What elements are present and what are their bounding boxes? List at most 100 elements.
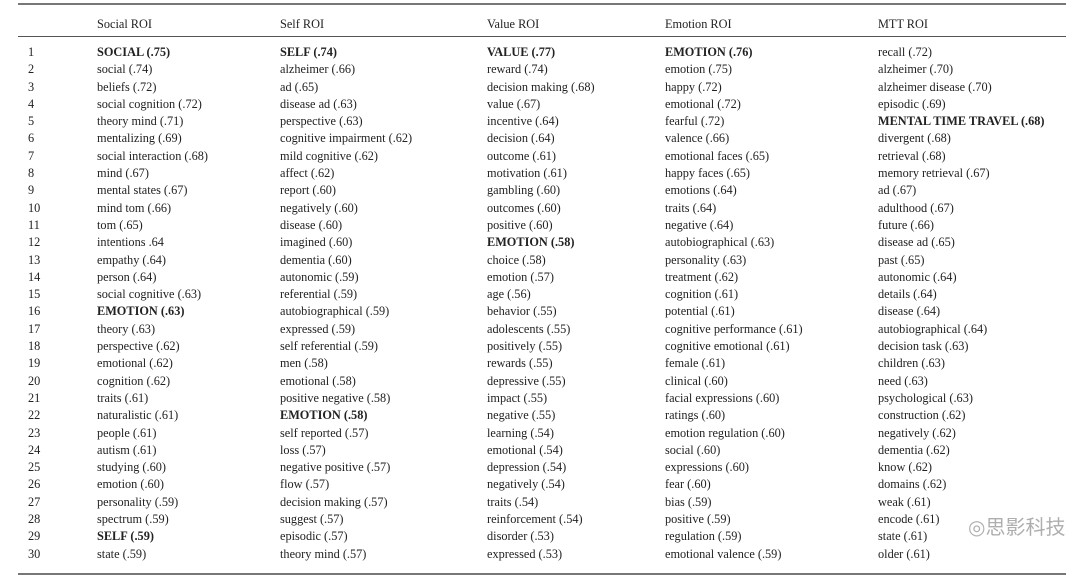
cell-rank: 17 (28, 321, 41, 336)
cell-mtt: encode (.61) (878, 512, 940, 527)
table-row: 24 autism (.61) loss (.57) emotional (.54) s… (0, 442, 1078, 459)
cell-self: autonomic (.59) (280, 269, 359, 284)
column-header-social: Social ROI (97, 16, 152, 31)
cell-emotion: EMOTION (.76) (665, 45, 753, 59)
table-row: 1 SOCIAL (.75) SELF (.74) VALUE (.77) EMOTIO… (0, 44, 1078, 61)
cell-rank: 13 (28, 252, 41, 267)
table-row: 19 emotional (.62) men (.58) rewards (.55) f… (0, 355, 1078, 372)
cell-self: dementia (.60) (280, 252, 352, 267)
cell-mtt: negatively (.62) (878, 425, 956, 440)
cell-rank: 4 (28, 96, 35, 111)
cell-rank: 14 (28, 269, 41, 284)
cell-mtt: construction (.62) (878, 408, 966, 423)
cell-value: motivation (.61) (487, 166, 567, 181)
cell-social: SOCIAL (.75) (97, 45, 171, 59)
cell-mtt: details (.64) (878, 287, 937, 302)
cell-mtt: know (.62) (878, 460, 932, 475)
header-rule (18, 36, 1066, 37)
cell-mtt: weak (.61) (878, 494, 931, 509)
column-header-mtt: MTT ROI (878, 16, 928, 31)
cell-self: EMOTION (.58) (280, 408, 368, 423)
cell-rank: 11 (28, 217, 40, 232)
cell-self: suggest (.57) (280, 512, 344, 527)
table-row: 9 mental states (.67) report (.60) gambling… (0, 182, 1078, 199)
cell-value: emotion (.57) (487, 269, 554, 284)
cell-value: outcome (.61) (487, 148, 556, 163)
cell-self: disease ad (.63) (280, 96, 357, 111)
table-row: 10 mind tom (.66) negatively (.60) outcomes… (0, 200, 1078, 217)
cell-rank: 23 (28, 425, 41, 440)
cell-emotion: traits (.64) (665, 200, 717, 215)
table-row: 20 cognition (.62) emotional (.58) depressi… (0, 373, 1078, 390)
cell-value: decision making (.68) (487, 79, 595, 94)
cell-social: personality (.59) (97, 494, 179, 509)
cell-value: reinforcement (.54) (487, 512, 583, 527)
cell-social: tom (.65) (97, 217, 143, 232)
cell-self: perspective (.63) (280, 114, 363, 129)
cell-rank: 16 (28, 304, 41, 319)
cell-emotion: fearful (.72) (665, 114, 725, 129)
cell-social: people (.61) (97, 425, 157, 440)
cell-value: VALUE (.77) (487, 45, 556, 59)
cell-rank: 18 (28, 339, 41, 354)
cell-value: emotional (.54) (487, 442, 563, 457)
cell-social: EMOTION (.63) (97, 304, 185, 319)
cell-rank: 29 (28, 529, 41, 544)
cell-value: outcomes (.60) (487, 200, 561, 215)
cell-rank: 22 (28, 408, 41, 423)
top-rule (18, 3, 1066, 5)
cell-self: positive negative (.58) (280, 390, 391, 405)
cell-emotion: positive (.59) (665, 512, 731, 527)
cell-mtt: dementia (.62) (878, 442, 950, 457)
cell-emotion: potential (.61) (665, 304, 735, 319)
spacer (0, 36, 1078, 44)
cell-social: theory (.63) (97, 321, 156, 336)
cell-rank: 26 (28, 477, 41, 492)
cell-value: behavior (.55) (487, 304, 557, 319)
cell-value: depression (.54) (487, 460, 567, 475)
cell-rank: 2 (28, 62, 35, 77)
cell-self: men (.58) (280, 356, 328, 371)
cell-mtt: psychological (.63) (878, 390, 973, 405)
cell-mtt: recall (.72) (878, 45, 932, 59)
cell-rank: 20 (28, 373, 41, 388)
cell-social: traits (.61) (97, 390, 149, 405)
cell-emotion: clinical (.60) (665, 373, 728, 388)
cell-emotion: female (.61) (665, 356, 726, 371)
cell-value: impact (.55) (487, 390, 548, 405)
cell-emotion: emotion regulation (.60) (665, 425, 785, 440)
cell-self: ad (.65) (280, 79, 319, 94)
cell-social: state (.59) (97, 546, 147, 561)
cell-emotion: regulation (.59) (665, 529, 742, 544)
cell-mtt: autonomic (.64) (878, 269, 957, 284)
cell-value: age (.56) (487, 287, 531, 302)
cell-rank: 9 (28, 183, 35, 198)
cell-self: referential (.59) (280, 287, 358, 302)
cell-rank: 8 (28, 166, 35, 181)
cell-social: perspective (.62) (97, 339, 180, 354)
cell-emotion: valence (.66) (665, 131, 730, 146)
table-row: 12 intentions .64 imagined (.60) EMOTION (.… (0, 234, 1078, 251)
cell-rank: 15 (28, 287, 41, 302)
cell-emotion: fear (.60) (665, 477, 711, 492)
cell-value: positive (.60) (487, 217, 553, 232)
cell-value: expressed (.53) (487, 546, 563, 561)
cell-social: mental states (.67) (97, 183, 188, 198)
cell-mtt: decision task (.63) (878, 339, 969, 354)
cell-emotion: ratings (.60) (665, 408, 726, 423)
cell-mtt: episodic (.69) (878, 96, 946, 111)
cell-rank: 10 (28, 200, 41, 215)
cell-mtt: disease (.64) (878, 304, 941, 319)
roi-terms-table: Social ROI Self ROI Value ROI Emotion RO… (0, 12, 1078, 563)
watermark-logo: ◎思影科技 (968, 516, 1065, 538)
cell-social: person (.64) (97, 269, 157, 284)
cell-emotion: negative (.64) (665, 217, 734, 232)
cell-emotion: cognitive performance (.61) (665, 321, 803, 336)
table-row: 30 state (.59) theory mind (.57) expressed … (0, 546, 1078, 563)
cell-value: learning (.54) (487, 425, 554, 440)
cell-rank: 5 (28, 114, 35, 129)
cell-self: mild cognitive (.62) (280, 148, 379, 163)
cell-emotion: autobiographical (.63) (665, 235, 775, 250)
cell-value: adolescents (.55) (487, 321, 571, 336)
cell-rank: 19 (28, 356, 41, 371)
